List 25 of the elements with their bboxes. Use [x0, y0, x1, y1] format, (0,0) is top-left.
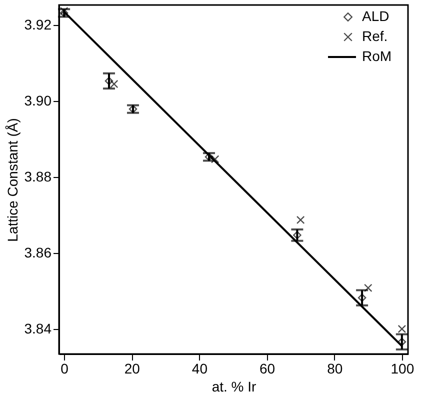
x-tick-label: 0 [60, 360, 69, 376]
point [210, 155, 220, 164]
y-tick-label: 3.86 [24, 244, 52, 260]
x-tick-label: 80 [327, 360, 343, 376]
x-tick-label: 40 [192, 360, 208, 376]
point [398, 338, 406, 346]
y-tick-label: 3.90 [24, 92, 52, 109]
point [104, 76, 114, 86]
y-tick-label: 3.84 [24, 320, 52, 336]
legend-label: RoM [362, 48, 392, 64]
y-tick-label: 3.92 [24, 16, 52, 33]
point [398, 324, 406, 334]
point [296, 216, 305, 224]
legend-label: Ref. [362, 28, 388, 44]
point [110, 80, 118, 88]
point [293, 231, 302, 240]
legend-label: ALD [362, 8, 390, 24]
point [364, 284, 372, 292]
x-tick-label: 20 [124, 360, 140, 376]
y-axis-title: Lattice Constant (Å) [4, 118, 20, 242]
x-axis-title: at. % Ir [212, 378, 257, 394]
x-tick-label: 100 [390, 360, 414, 376]
x-tick-label: 60 [259, 360, 276, 376]
y-tick-label: 3.88 [24, 168, 52, 185]
point [358, 294, 366, 302]
